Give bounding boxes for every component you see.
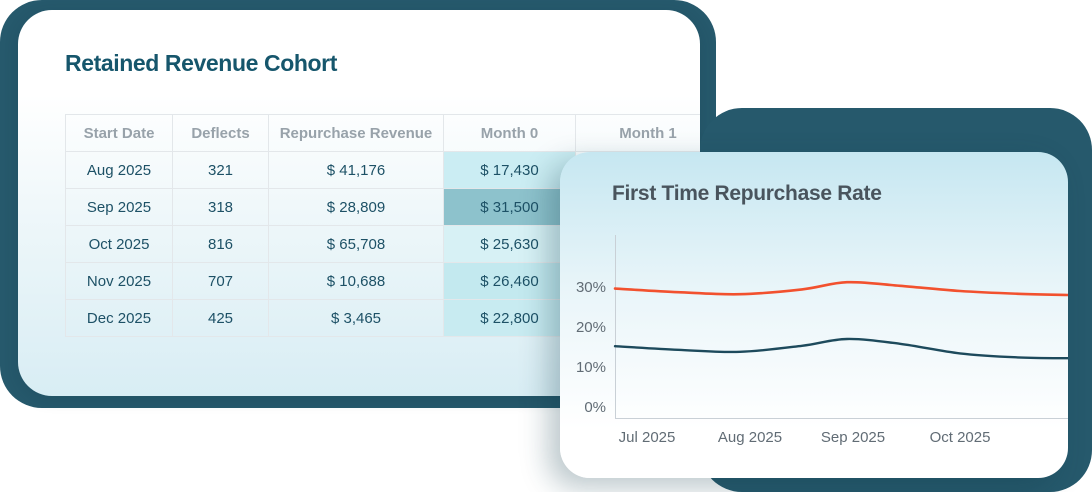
deflects-cell: 425 bbox=[172, 299, 269, 337]
start-date-cell: Oct 2025 bbox=[65, 225, 173, 263]
y-axis-line bbox=[615, 235, 616, 419]
column-header-month-0: Month 0 bbox=[443, 114, 576, 152]
y-tick-label-30: 30% bbox=[575, 279, 606, 296]
start-date-cell: Aug 2025 bbox=[65, 151, 173, 189]
deflects-cell: 321 bbox=[172, 151, 269, 189]
cohort-table-container: Start Date Deflects Repurchase Revenue M… bbox=[65, 114, 700, 337]
deflects-cell: 318 bbox=[172, 188, 269, 226]
repurchase-revenue-cell: $ 3,465 bbox=[268, 299, 444, 337]
month-0-cell: $ 26,460 bbox=[443, 262, 576, 300]
table-row: Dec 2025 425 $ 3,465 $ 22,800 bbox=[65, 299, 700, 337]
first-time-repurchase-rate-card: First Time Repurchase Rate 30% 20% 10% 0… bbox=[560, 152, 1068, 478]
repurchase-revenue-cell: $ 65,708 bbox=[268, 225, 444, 263]
repurchase-revenue-cell: $ 10,688 bbox=[268, 262, 444, 300]
month-0-cell: $ 31,500 bbox=[443, 188, 576, 226]
month-0-cell: $ 25,630 bbox=[443, 225, 576, 263]
x-tick-label-jul-2025: Jul 2025 bbox=[618, 429, 676, 446]
x-axis-line bbox=[615, 418, 1068, 419]
x-tick-label-sep-2025: Sep 2025 bbox=[820, 429, 886, 446]
y-tick-label-10: 10% bbox=[575, 359, 606, 376]
deflects-cell: 707 bbox=[172, 262, 269, 300]
column-header-deflects: Deflects bbox=[172, 114, 269, 152]
table-header-row: Start Date Deflects Repurchase Revenue M… bbox=[65, 114, 700, 152]
x-tick-label-oct-2025: Oct 2025 bbox=[929, 429, 991, 446]
upper-repurchase-rate-line bbox=[613, 280, 1068, 297]
column-header-start-date: Start Date bbox=[65, 114, 173, 152]
chart-title: First Time Repurchase Rate bbox=[612, 182, 882, 205]
y-tick-label-0: 0% bbox=[584, 399, 606, 416]
repurchase-revenue-cell: $ 41,176 bbox=[268, 151, 444, 189]
month-0-cell: $ 22,800 bbox=[443, 299, 576, 337]
deflects-cell: 816 bbox=[172, 225, 269, 263]
cohort-table: Start Date Deflects Repurchase Revenue M… bbox=[65, 114, 700, 337]
start-date-cell: Sep 2025 bbox=[65, 188, 173, 226]
x-tick-label-aug-2025: Aug 2025 bbox=[717, 429, 783, 446]
column-header-repurchase-revenue: Repurchase Revenue bbox=[268, 114, 444, 152]
column-header-month-1: Month 1 bbox=[575, 114, 700, 152]
lower-repurchase-rate-line bbox=[613, 337, 1068, 360]
repurchase-revenue-cell: $ 28,809 bbox=[268, 188, 444, 226]
start-date-cell: Nov 2025 bbox=[65, 262, 173, 300]
y-tick-label-20: 20% bbox=[575, 319, 606, 336]
month-0-cell: $ 17,430 bbox=[443, 151, 576, 189]
page-title: Retained Revenue Cohort bbox=[65, 50, 337, 76]
start-date-cell: Dec 2025 bbox=[65, 299, 173, 337]
